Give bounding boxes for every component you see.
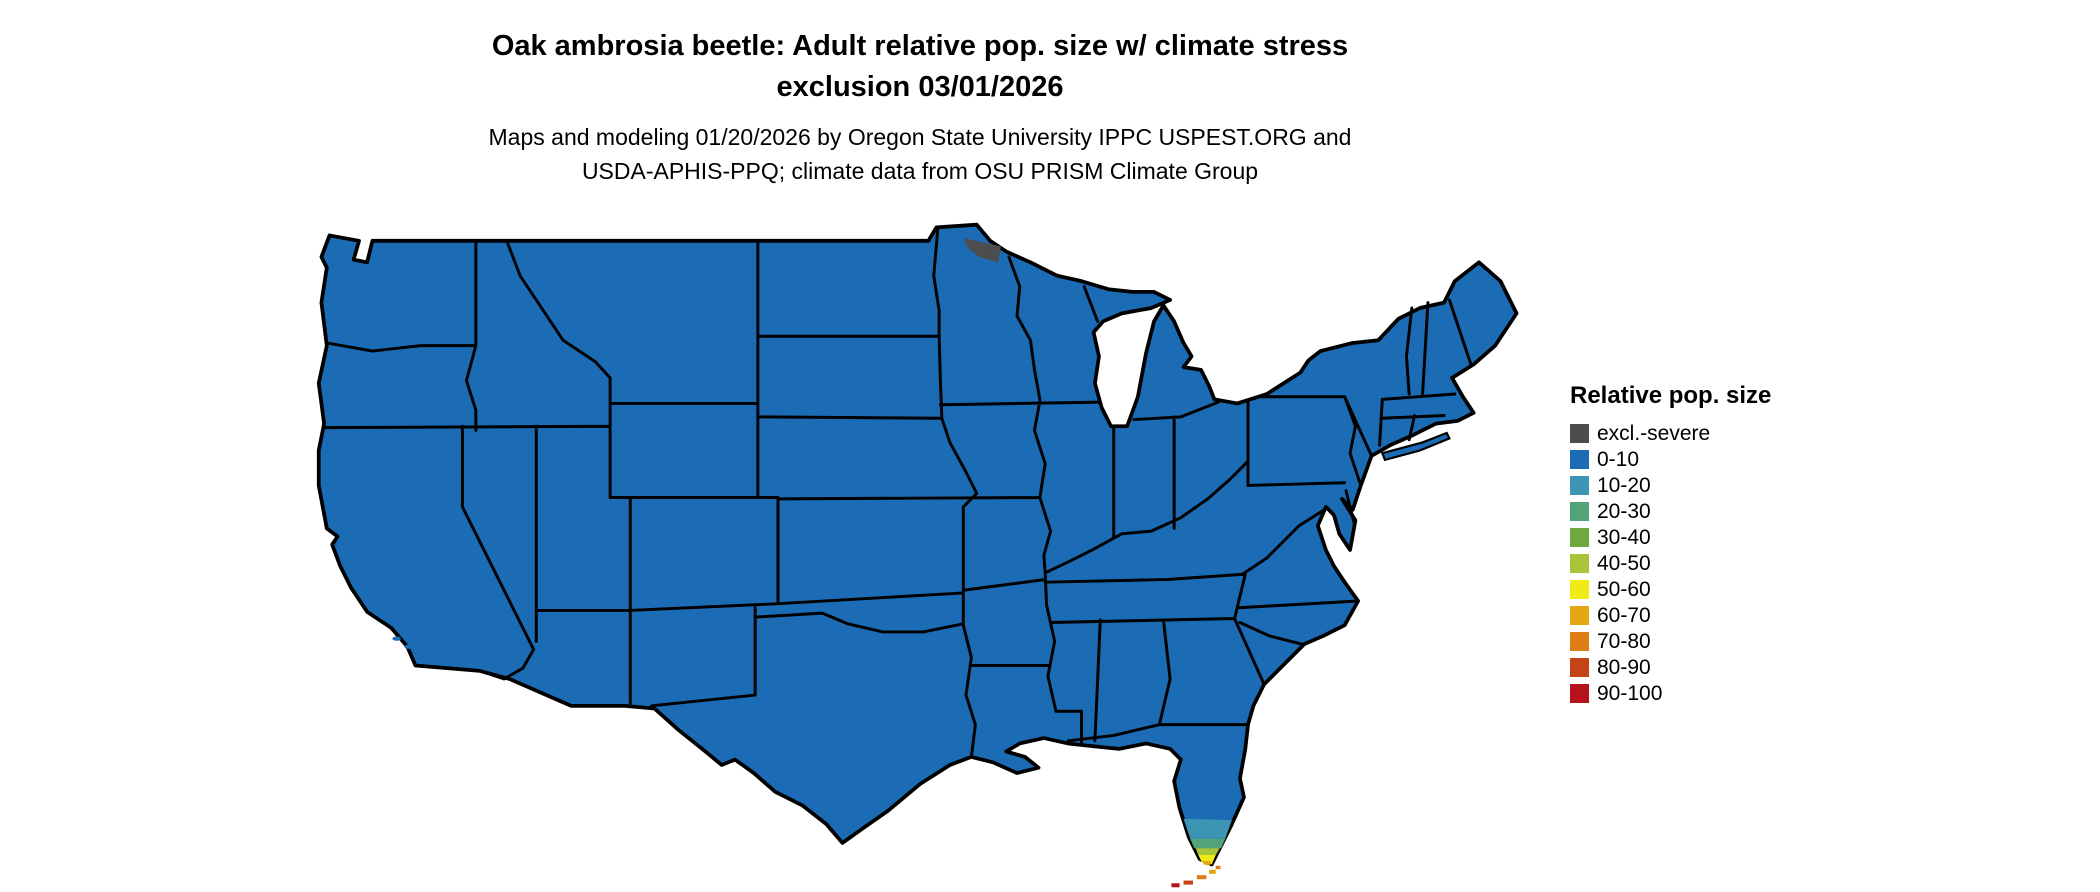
legend-label: 60-70	[1597, 604, 1651, 627]
title-line-1: Oak ambrosia beetle: Adult relative pop.…	[491, 30, 1349, 62]
title-line-2: exclusion 03/01/2026	[776, 71, 1064, 103]
legend-item: 70-80	[1570, 630, 1771, 653]
figure-title: Oak ambrosia beetle: Adult relative pop.…	[0, 26, 1840, 108]
florida-band-10-20	[1183, 818, 1232, 839]
legend-item: 20-30	[1570, 500, 1771, 523]
legend-swatch-90-100	[1570, 684, 1589, 703]
legend-item: 30-40	[1570, 526, 1771, 549]
subtitle-line-1: Maps and modeling 01/20/2026 by Oregon S…	[488, 124, 1352, 150]
legend-swatch-40-50	[1570, 554, 1589, 573]
florida-keys	[1171, 865, 1221, 888]
legend-label: 30-40	[1597, 526, 1651, 549]
legend-swatch-10-20	[1570, 476, 1589, 495]
map-panel	[308, 222, 1530, 892]
legend-label: 0-10	[1597, 448, 1640, 471]
state-borders	[322, 227, 1473, 759]
minnesota-exclusion-patch	[963, 238, 1001, 263]
legend-label: 20-30	[1597, 500, 1651, 523]
legend-item: 10-20	[1570, 474, 1771, 497]
legend-swatch-20-30	[1570, 502, 1589, 521]
legend-label: 10-20	[1597, 474, 1651, 497]
legend-label: 50-60	[1597, 578, 1651, 601]
florida-band-20-30	[1190, 838, 1226, 849]
legend-item: 90-100	[1570, 682, 1771, 705]
legend-label: 90-100	[1597, 682, 1663, 705]
channel-islands	[392, 636, 414, 649]
legend-label: 70-80	[1597, 630, 1651, 653]
long-island	[1380, 431, 1451, 462]
legend-swatch-80-90	[1570, 658, 1589, 677]
subtitle-line-2: USDA-APHIS-PPQ; climate data from OSU PR…	[581, 158, 1259, 184]
legend-item: 50-60	[1570, 578, 1771, 601]
figure-subtitle: Maps and modeling 01/20/2026 by Oregon S…	[0, 120, 1840, 188]
legend-item: 40-50	[1570, 552, 1771, 575]
legend-swatch-excl-severe	[1570, 424, 1589, 443]
legend-swatch-30-40	[1570, 528, 1589, 547]
us-map-figure	[316, 222, 1519, 888]
florida-band-60-70	[1202, 860, 1212, 866]
legend-title: Relative pop. size	[1570, 382, 1772, 409]
legend-item: 0-10	[1570, 448, 1771, 471]
legend-swatch-0-10	[1570, 450, 1589, 469]
legend-label: 80-90	[1597, 656, 1651, 679]
legend-label: 40-50	[1597, 552, 1651, 575]
legend-swatch-70-80	[1570, 632, 1589, 651]
legend-swatch-50-60	[1570, 580, 1589, 599]
legend-item: excl.-severe	[1570, 422, 1771, 445]
us-outline	[316, 222, 1519, 867]
legend-swatch-60-70	[1570, 606, 1589, 625]
florida-band-40-50	[1195, 848, 1220, 856]
legend: Relative pop. size excl.-severe 0-10 10-…	[1570, 382, 1771, 710]
legend-item: 60-70	[1570, 604, 1771, 627]
legend-label: excl.-severe	[1597, 422, 1711, 445]
legend-item: 80-90	[1570, 656, 1771, 679]
